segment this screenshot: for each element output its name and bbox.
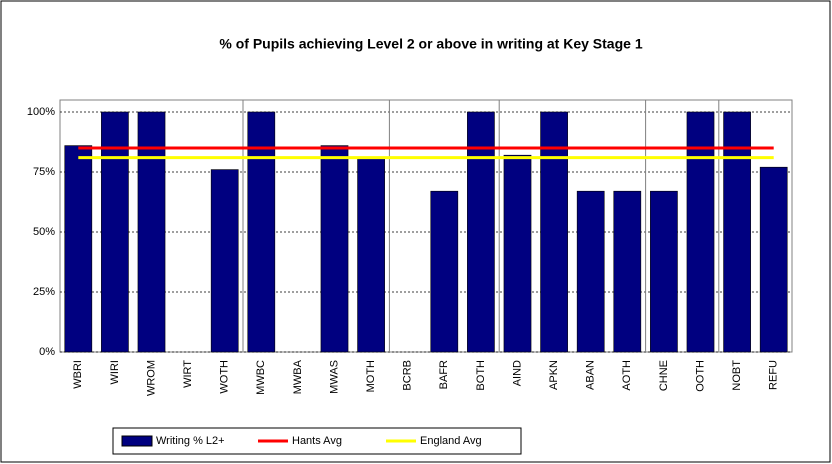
- x-tick-label: WIRI: [109, 360, 121, 384]
- x-tick-label: MWBA: [292, 359, 304, 394]
- y-tick-label: 0%: [39, 346, 55, 358]
- x-tick-label: AOTH: [621, 360, 633, 391]
- x-tick-label: CHNE: [658, 360, 670, 391]
- bar: [723, 111, 751, 353]
- x-tick-label: APKN: [548, 360, 560, 390]
- x-tick-label: MOTH: [365, 360, 377, 392]
- x-tick-label: ABAN: [585, 360, 597, 390]
- bar: [64, 145, 93, 353]
- y-tick-label: 100%: [27, 106, 55, 118]
- x-tick-label: WIRT: [182, 360, 194, 388]
- legend-label: England Avg: [420, 435, 482, 447]
- x-tick-label: WROM: [145, 360, 157, 396]
- plot-area: [59, 99, 793, 353]
- legend-label: Hants Avg: [292, 435, 342, 447]
- bar: [357, 157, 385, 353]
- x-tick-label: MWAS: [328, 360, 340, 394]
- bar: [650, 190, 678, 353]
- bar: [759, 166, 788, 353]
- x-tick-label: REFU: [768, 360, 780, 390]
- bar: [101, 111, 129, 353]
- y-tick-label: 25%: [33, 286, 55, 298]
- bar: [576, 190, 605, 353]
- legend-swatch: [121, 435, 153, 447]
- x-tick-label: BAFR: [438, 360, 450, 389]
- bar: [320, 145, 349, 353]
- bar: [210, 169, 239, 353]
- legend-box: [112, 427, 522, 455]
- bar: [503, 154, 532, 353]
- x-tick-label: WOTH: [219, 360, 231, 394]
- bar: [430, 190, 459, 353]
- legend-label: Writing % L2+: [156, 435, 225, 447]
- x-tick-label: MWBC: [255, 360, 267, 395]
- x-tick-label: BOTH: [475, 360, 487, 391]
- bar: [137, 111, 166, 353]
- x-tick-label: BCRB: [402, 360, 414, 391]
- bar: [613, 190, 642, 353]
- bar: [247, 111, 276, 353]
- bar: [467, 111, 495, 353]
- x-tick-label: NOBT: [731, 360, 743, 391]
- x-tick-label: AIND: [511, 360, 523, 386]
- x-tick-label: OOTH: [694, 360, 706, 392]
- bar: [540, 111, 568, 353]
- y-tick-label: 50%: [33, 226, 55, 238]
- chart-title: % of Pupils achieving Level 2 or above i…: [219, 36, 642, 52]
- x-tick-label: WBRI: [72, 360, 84, 389]
- y-tick-label: 75%: [33, 166, 55, 178]
- bar: [686, 111, 715, 353]
